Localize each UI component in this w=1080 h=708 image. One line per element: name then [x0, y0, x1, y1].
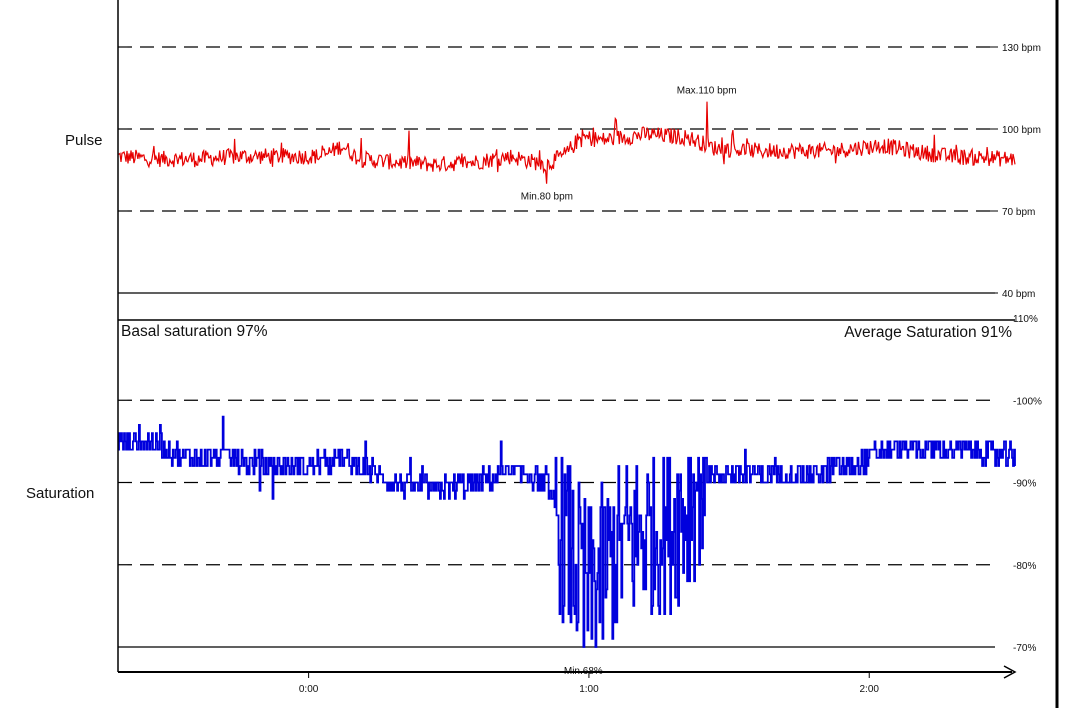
saturation-axis-label: Saturation: [26, 485, 95, 502]
y-tick-label: 70 bpm: [1002, 207, 1035, 218]
pulse-axis-label: Pulse: [65, 132, 103, 149]
y-tick-label: 110%: [1013, 314, 1038, 325]
x-tick-label: 2:00: [860, 684, 880, 695]
labels-layer: 130 bpm 100 bpm 70 bpm 40 bpm Max.110 bpm Min…: [299, 43, 1042, 695]
axes-layer: [117, 0, 1059, 708]
series-pulse-line: [117, 101, 1016, 184]
x-tick-label: 1:00: [579, 684, 599, 695]
grid-lines: [118, 46, 998, 648]
y-tick-label: -100%: [1013, 396, 1042, 407]
basal-saturation-label: Basal saturation 97%: [121, 323, 268, 340]
y-tick-label: 40 bpm: [1002, 289, 1035, 300]
series-saturation-line: [118, 415, 1016, 648]
y-tick-label: -80%: [1013, 561, 1036, 572]
annotation-pulse: Max.110 bpm: [677, 86, 737, 97]
y-tick-label: -90%: [1013, 479, 1036, 490]
y-tick-label: 100 bpm: [1002, 125, 1041, 136]
y-tick-label: -70%: [1013, 643, 1036, 654]
y-tick-label: 130 bpm: [1002, 43, 1041, 54]
x-tick-label: 0:00: [299, 684, 319, 695]
x-axis-arrow-icon: [1003, 665, 1017, 679]
average-saturation-label: Average Saturation 91%: [844, 324, 1012, 341]
annotation-pulse: Min.80 bpm: [521, 192, 573, 203]
series-layer: [117, 101, 1016, 648]
